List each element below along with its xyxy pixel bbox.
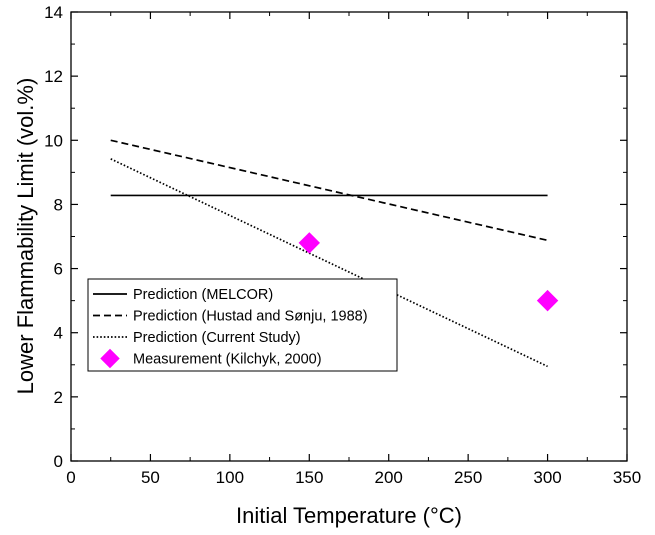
- y-tick-label: 8: [54, 195, 63, 214]
- legend-label: Prediction (Hustad and Sønju, 1988): [133, 309, 368, 325]
- series-layer: [110, 139, 559, 368]
- x-axis-title: Initial Temperature (°C): [236, 503, 462, 528]
- y-axis-ticks: 0 2 4 6 8 10 12 14: [44, 3, 627, 471]
- legend-box: [87, 278, 398, 372]
- x-tick-label: 50: [141, 468, 160, 487]
- y-tick-label: 6: [54, 260, 63, 279]
- y-tick-label: 14: [44, 3, 63, 22]
- measurement-point: [536, 289, 559, 312]
- series-line-dashed: [110, 139, 548, 242]
- x-tick-label: 350: [613, 468, 641, 487]
- y-axis-title: Lower Flammability Limit (vol.%): [13, 78, 38, 395]
- x-tick-label: 200: [375, 468, 403, 487]
- y-tick-label: 2: [54, 388, 63, 407]
- x-tick-label: 150: [295, 468, 323, 487]
- measurement-point: [298, 232, 320, 254]
- legend-label: Prediction (MELCOR): [133, 287, 273, 303]
- legend: Prediction (MELCOR) Prediction (Hustad an…: [87, 278, 398, 372]
- x-axis-ticks: 0 50 100 150 200 250 300 350: [66, 12, 641, 487]
- legend-swatch-diamond: [100, 348, 120, 369]
- plot-frame: [70, 11, 628, 462]
- x-tick-label: 0: [66, 468, 75, 487]
- y-tick-label: 0: [54, 452, 63, 471]
- legend-label: Prediction (Current Study): [133, 330, 301, 346]
- x-tick-label: 300: [533, 468, 561, 487]
- y-tick-label: 10: [44, 131, 63, 150]
- legend-label: Measurement (Kilchyk, 2000): [133, 352, 322, 368]
- x-tick-label: 250: [454, 468, 482, 487]
- y-tick-label: 4: [54, 324, 63, 343]
- series-line-dotted: [110, 158, 548, 368]
- y-tick-label: 12: [44, 67, 63, 86]
- x-tick-label: 100: [216, 468, 244, 487]
